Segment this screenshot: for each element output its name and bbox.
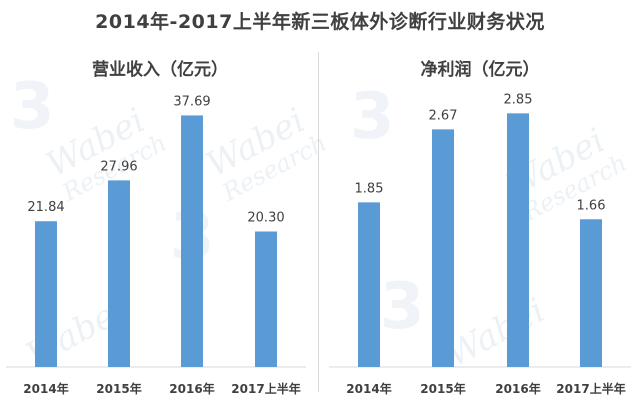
- bar: [580, 219, 602, 367]
- bar: [181, 115, 203, 367]
- data-label: 1.66: [577, 198, 606, 213]
- data-label: 2.85: [504, 92, 533, 107]
- bar: [255, 231, 277, 367]
- profit-panel-title: 净利润（亿元）: [420, 60, 540, 80]
- x-tick-label: 2014年: [23, 381, 68, 396]
- x-tick-label: 2015年: [420, 381, 465, 396]
- data-label: 21.84: [27, 200, 64, 215]
- x-tick-label: 2014年: [346, 381, 391, 396]
- chart-main-title: 2014年-2017上半年新三板体外诊断行业财务状况: [95, 11, 545, 33]
- data-label: 37.69: [173, 94, 210, 109]
- x-tick-label: 2017上半年: [556, 381, 625, 396]
- panel-divider: [318, 52, 319, 392]
- data-label: 1.85: [355, 181, 384, 196]
- bar: [432, 129, 454, 367]
- x-tick-label: 2017上半年: [231, 381, 300, 396]
- data-label: 2.67: [429, 108, 458, 123]
- data-label: 27.96: [100, 159, 137, 174]
- bar: [35, 221, 57, 367]
- bar: [108, 180, 130, 367]
- x-tick-label: 2016年: [169, 381, 214, 396]
- bar: [507, 113, 529, 367]
- x-tick-label: 2016年: [495, 381, 540, 396]
- bar: [358, 202, 380, 367]
- x-tick-label: 2015年: [96, 381, 141, 396]
- data-label: 20.30: [247, 210, 284, 225]
- revenue-panel-title: 营业收入（亿元）: [92, 60, 228, 80]
